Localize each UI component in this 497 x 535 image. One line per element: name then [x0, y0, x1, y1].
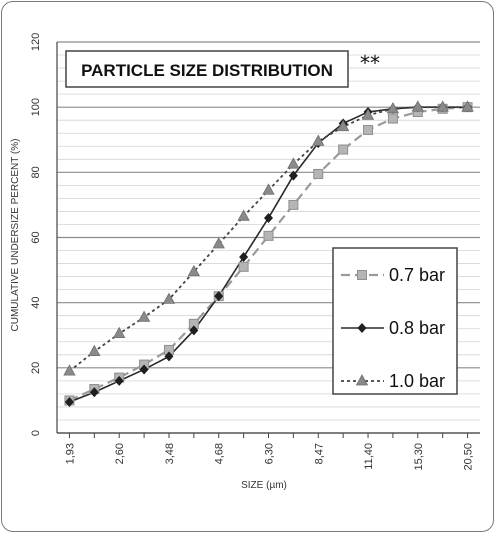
square-marker — [288, 199, 299, 210]
triangle-marker — [212, 237, 225, 249]
triangle-marker — [88, 344, 101, 356]
x-tick-label: 2,60 — [114, 443, 126, 464]
triangle-marker — [63, 364, 76, 376]
square-marker — [363, 124, 374, 135]
diamond-marker — [214, 291, 224, 302]
x-axis-title: SIZE (µm) — [241, 480, 287, 491]
triangle-marker — [312, 134, 325, 146]
triangle-marker — [361, 108, 375, 120]
x-tick-label: 6,30 — [264, 443, 276, 464]
diamond-marker — [357, 323, 367, 333]
square-marker — [387, 113, 398, 124]
square-marker — [313, 168, 324, 179]
diamond-marker — [64, 397, 74, 408]
significance-annotation: ** — [360, 51, 380, 75]
triangle-marker — [237, 209, 250, 221]
legend-box — [332, 247, 458, 395]
y-tick-label: 20 — [30, 362, 42, 374]
diamond-marker — [264, 212, 273, 223]
y-tick-label: 60 — [30, 231, 42, 243]
legend-label: 0.7 bar — [389, 265, 445, 285]
triangle-marker — [461, 100, 474, 112]
series-markers — [63, 100, 474, 408]
legend-label: 0.8 bar — [389, 318, 445, 338]
y-tick-label: 120 — [30, 33, 42, 51]
axes — [56, 42, 480, 438]
y-axis-title: CUMULATIVE UNDERSIZE PERCENT (%) — [10, 139, 21, 332]
square-marker — [263, 230, 274, 241]
title-box-border — [65, 50, 349, 88]
triangle-marker — [162, 292, 176, 304]
triangle-marker — [436, 100, 449, 112]
triangle-marker — [262, 183, 275, 195]
triangle-marker — [386, 101, 400, 114]
x-tick-label: 4,68 — [214, 443, 226, 464]
diamond-marker — [89, 387, 99, 398]
chart-title: PARTICLE SIZE DISTRIBUTION — [81, 61, 333, 80]
diamond-marker — [114, 375, 124, 386]
x-tick-label: 15,30 — [413, 443, 425, 471]
x-tick-label: 1,93 — [64, 443, 76, 464]
diamond-marker — [239, 252, 249, 263]
triangle-marker — [113, 326, 126, 339]
triangle-marker — [411, 100, 424, 112]
y-tick-label: 100 — [30, 98, 42, 116]
y-tick-label: 40 — [30, 297, 42, 309]
square-marker — [238, 261, 249, 272]
x-tick-label: 3,48 — [164, 443, 176, 464]
legend-label: 1.0 bar — [389, 371, 445, 391]
diamond-marker — [189, 325, 199, 336]
legend: 0.7 bar 0.8 bar 1.0 bar — [332, 247, 458, 395]
triangle-marker — [287, 157, 300, 169]
square-marker — [357, 270, 367, 280]
triangle-marker — [137, 310, 151, 322]
x-tick-label: 11,40 — [363, 443, 375, 470]
triangle-marker — [355, 374, 369, 386]
y-tick-label: 0 — [30, 430, 42, 436]
y-tick-label: 80 — [30, 166, 42, 178]
square-marker — [338, 144, 349, 155]
diamond-marker — [139, 364, 149, 375]
series-line — [68, 106, 468, 402]
x-tick-labels: 1,93 2,60 3,48 4,68 6,30 8,47 11,40 15,30 20,50 — [64, 443, 474, 471]
diamond-marker — [288, 170, 298, 181]
x-tick-label: 8,47 — [313, 443, 325, 464]
diamond-marker — [164, 351, 174, 362]
title-box: PARTICLE SIZE DISTRIBUTION — [65, 50, 349, 88]
y-tick-labels: 0 20 40 60 80 100 120 — [30, 33, 42, 436]
triangle-marker — [336, 119, 350, 132]
x-tick-label: 20,50 — [463, 443, 475, 471]
triangle-marker — [187, 264, 201, 277]
